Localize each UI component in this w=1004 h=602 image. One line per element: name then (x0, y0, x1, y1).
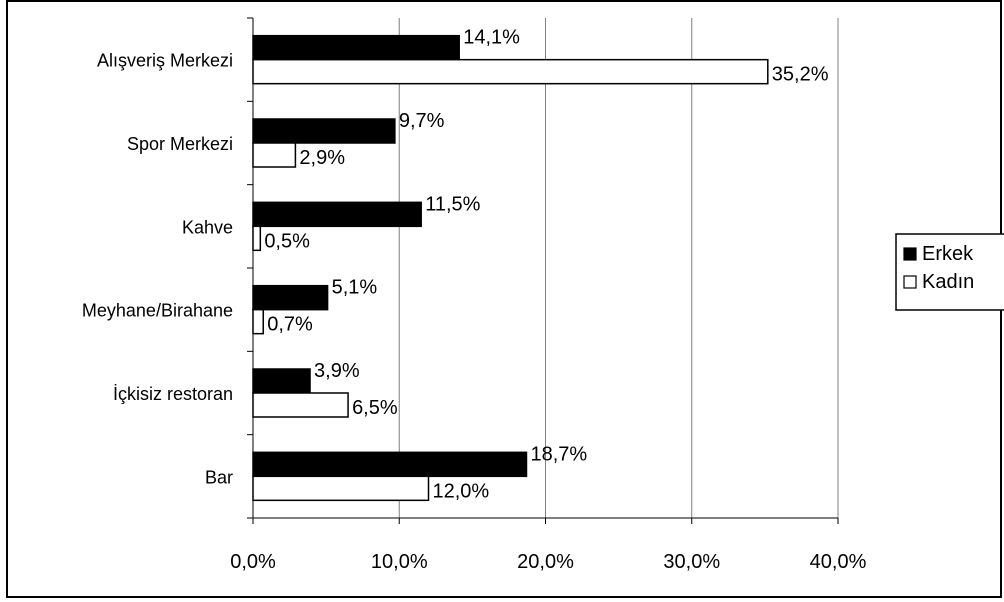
data-label-kadın: 12,0% (433, 480, 490, 502)
bar-kadın-5 (252, 475, 430, 502)
chart-frame (6, 0, 1002, 598)
bar-kadın-3 (252, 308, 264, 335)
legend-box (895, 233, 1004, 311)
bar-kadın-0 (252, 58, 769, 85)
legend-swatch-kadın (903, 275, 917, 289)
category-label: Spor Merkezi (127, 134, 233, 154)
data-label-kadın: 6,5% (352, 397, 398, 419)
data-label-erkek: 11,5% (425, 193, 480, 215)
bar-erkek-2 (252, 201, 422, 228)
category-label: Kahve (182, 217, 233, 237)
x-tick-label: 20,0% (517, 551, 574, 573)
data-label-erkek: 18,7% (530, 443, 587, 465)
data-label-kadın: 35,2% (772, 64, 829, 86)
data-label-kadın: 0,5% (264, 230, 310, 252)
category-label: İçkisiz restoran (113, 384, 233, 404)
data-label-erkek: 14,1% (463, 27, 520, 49)
x-tick-label: 40,0% (810, 551, 867, 573)
data-label-kadın: 0,7% (267, 314, 313, 336)
bar-kadın-2 (252, 225, 262, 252)
bar-kadın-1 (252, 142, 297, 168)
x-tick-label: 30,0% (663, 551, 720, 573)
bar-erkek-0 (252, 34, 460, 61)
data-label-erkek: 9,7% (399, 110, 445, 132)
bar-erkek-1 (252, 118, 396, 144)
bar-kadın-4 (252, 392, 349, 418)
data-label-kadın: 2,9% (299, 147, 345, 169)
bar-erkek-4 (252, 368, 311, 394)
category-label: Meyhane/Birahane (82, 301, 233, 321)
legend-label: Erkek (922, 243, 974, 265)
category-label: Bar (205, 467, 233, 487)
legend-swatch-erkek (903, 247, 917, 261)
legend-label: Kadın (922, 271, 974, 293)
bar-erkek-5 (252, 451, 528, 478)
data-label-erkek: 3,9% (314, 360, 360, 382)
x-tick-label: 10,0% (371, 551, 428, 573)
category-label: Alışveriş Merkezi (97, 51, 233, 71)
x-tick-label: 0,0% (230, 551, 276, 573)
bar-erkek-3 (252, 284, 329, 311)
data-label-erkek: 5,1% (332, 277, 378, 299)
